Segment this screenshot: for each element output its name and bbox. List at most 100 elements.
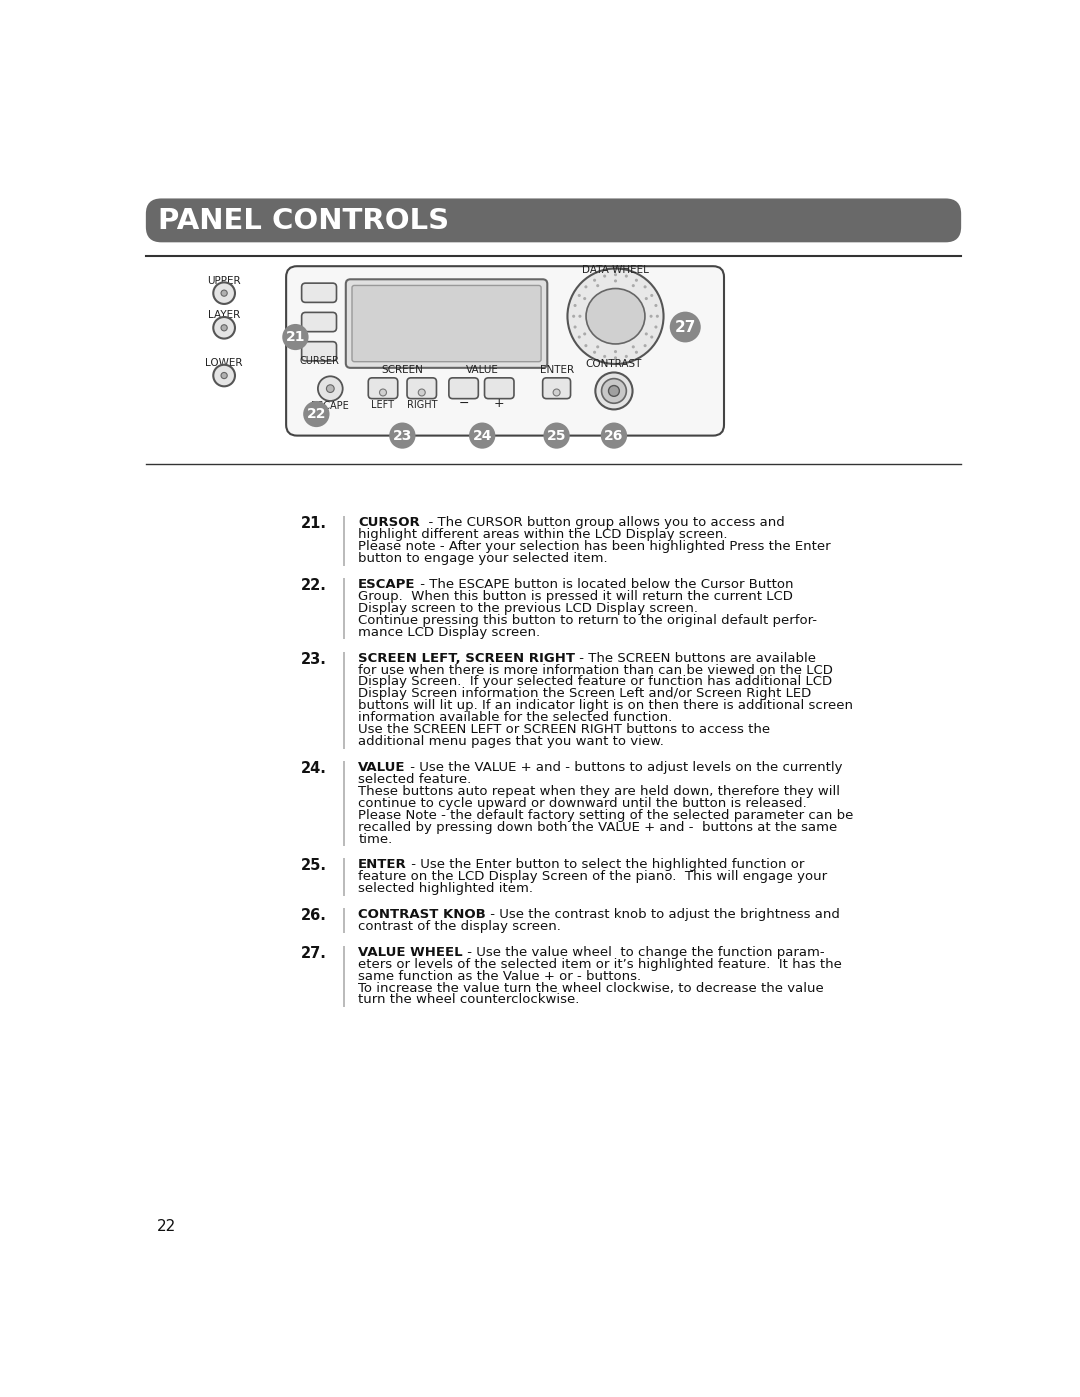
Text: SCREEN LEFT, SCREEN RIGHT: SCREEN LEFT, SCREEN RIGHT <box>359 651 576 665</box>
Text: DATA WHEEL: DATA WHEEL <box>582 265 649 275</box>
Circle shape <box>632 345 635 348</box>
Circle shape <box>579 314 581 317</box>
Circle shape <box>221 324 227 331</box>
Text: LAYER: LAYER <box>208 310 240 320</box>
Bar <box>342 908 345 933</box>
Circle shape <box>469 422 496 448</box>
Text: Continue pressing this button to return to the original default perfor-: Continue pressing this button to return … <box>359 613 818 627</box>
Text: 23.: 23. <box>301 651 327 666</box>
Circle shape <box>602 379 626 404</box>
Text: +: + <box>494 397 504 409</box>
Text: 21: 21 <box>286 330 306 344</box>
FancyBboxPatch shape <box>301 342 337 360</box>
Text: 21.: 21. <box>301 517 327 531</box>
Text: Display Screen.  If your selected feature or function has additional LCD: Display Screen. If your selected feature… <box>359 676 833 689</box>
Text: Display Screen information the Screen Left and/or Screen Right LED: Display Screen information the Screen Le… <box>359 687 811 700</box>
Bar <box>342 858 345 895</box>
Text: highlight different areas within the LCD Display screen.: highlight different areas within the LCD… <box>359 528 728 542</box>
Text: SCREEN: SCREEN <box>381 365 423 376</box>
Text: 22.: 22. <box>301 578 327 594</box>
Circle shape <box>613 279 617 282</box>
Circle shape <box>650 335 653 338</box>
Text: Please Note - the default factory setting of the selected parameter can be: Please Note - the default factory settin… <box>359 809 853 821</box>
Text: ESCAPE: ESCAPE <box>311 401 349 411</box>
Text: 22: 22 <box>157 1220 176 1234</box>
Text: - The CURSOR button group allows you to access and: - The CURSOR button group allows you to … <box>420 517 785 529</box>
FancyBboxPatch shape <box>301 313 337 331</box>
Text: selected feature.: selected feature. <box>359 773 472 787</box>
Circle shape <box>326 384 334 393</box>
Circle shape <box>645 298 648 300</box>
Circle shape <box>318 376 342 401</box>
Text: Use the SCREEN LEFT or SCREEN RIGHT buttons to access the: Use the SCREEN LEFT or SCREEN RIGHT butt… <box>359 724 770 736</box>
Circle shape <box>654 305 658 307</box>
Text: ENTER: ENTER <box>359 858 407 872</box>
Text: 22: 22 <box>307 407 326 420</box>
Circle shape <box>608 386 619 397</box>
FancyBboxPatch shape <box>368 377 397 398</box>
Circle shape <box>595 373 633 409</box>
Circle shape <box>596 284 599 288</box>
Circle shape <box>572 314 576 317</box>
Text: 24.: 24. <box>301 761 327 775</box>
FancyBboxPatch shape <box>286 267 724 436</box>
Circle shape <box>213 317 235 338</box>
Circle shape <box>654 326 658 328</box>
Text: additional menu pages that you want to view.: additional menu pages that you want to v… <box>359 735 664 749</box>
Circle shape <box>553 388 561 395</box>
Text: - Use the value wheel  to change the function param-: - Use the value wheel to change the func… <box>463 946 824 958</box>
Text: ENTER: ENTER <box>540 365 573 376</box>
Circle shape <box>573 326 577 328</box>
Circle shape <box>635 351 638 353</box>
Circle shape <box>644 344 647 348</box>
Bar <box>342 946 345 1007</box>
Text: buttons will lit up. If an indicator light is on then there is additional screen: buttons will lit up. If an indicator lig… <box>359 700 853 712</box>
Circle shape <box>583 332 586 335</box>
Circle shape <box>584 285 588 288</box>
Text: 27: 27 <box>675 320 696 334</box>
FancyBboxPatch shape <box>407 377 436 398</box>
Text: continue to cycle upward or downward until the button is released.: continue to cycle upward or downward unt… <box>359 796 807 810</box>
Circle shape <box>600 422 627 448</box>
Text: VALUE: VALUE <box>359 761 406 774</box>
Text: feature on the LCD Display Screen of the piano.  This will engage your: feature on the LCD Display Screen of the… <box>359 870 827 883</box>
FancyBboxPatch shape <box>485 377 514 398</box>
Circle shape <box>596 345 599 348</box>
Circle shape <box>670 312 701 342</box>
Circle shape <box>282 324 309 351</box>
Text: time.: time. <box>359 833 392 845</box>
Text: for use when there is more information than can be viewed on the LCD: for use when there is more information t… <box>359 664 833 676</box>
Text: 23: 23 <box>393 429 413 443</box>
Text: 26.: 26. <box>301 908 327 923</box>
Circle shape <box>613 356 617 359</box>
Circle shape <box>644 285 647 288</box>
Circle shape <box>603 355 606 358</box>
Text: contrast of the display screen.: contrast of the display screen. <box>359 921 562 933</box>
Text: CURSOR: CURSOR <box>359 517 420 529</box>
Text: PANEL CONTROLS: PANEL CONTROLS <box>159 207 449 235</box>
Circle shape <box>593 278 596 282</box>
Text: Display screen to the previous LCD Display screen.: Display screen to the previous LCD Displ… <box>359 602 698 615</box>
Text: selected highlighted item.: selected highlighted item. <box>359 882 534 895</box>
Text: Please note - After your selection has been highlighted Press the Enter: Please note - After your selection has b… <box>359 541 831 553</box>
Circle shape <box>584 344 588 348</box>
FancyBboxPatch shape <box>542 377 570 398</box>
FancyBboxPatch shape <box>146 198 961 242</box>
Circle shape <box>213 365 235 387</box>
Text: button to engage your selected item.: button to engage your selected item. <box>359 552 608 566</box>
Circle shape <box>656 314 659 317</box>
FancyBboxPatch shape <box>346 279 548 367</box>
Circle shape <box>418 388 426 395</box>
Circle shape <box>603 275 606 278</box>
Text: Group.  When this button is pressed it will return the current LCD: Group. When this button is pressed it wi… <box>359 590 793 604</box>
Text: 26: 26 <box>605 429 623 443</box>
FancyBboxPatch shape <box>352 285 541 362</box>
Bar <box>342 651 345 749</box>
Text: 25: 25 <box>546 429 566 443</box>
Circle shape <box>649 314 652 317</box>
Text: - The SCREEN buttons are available: - The SCREEN buttons are available <box>576 651 816 665</box>
FancyBboxPatch shape <box>449 377 478 398</box>
Circle shape <box>650 293 653 298</box>
Circle shape <box>645 332 648 335</box>
Circle shape <box>632 284 635 288</box>
